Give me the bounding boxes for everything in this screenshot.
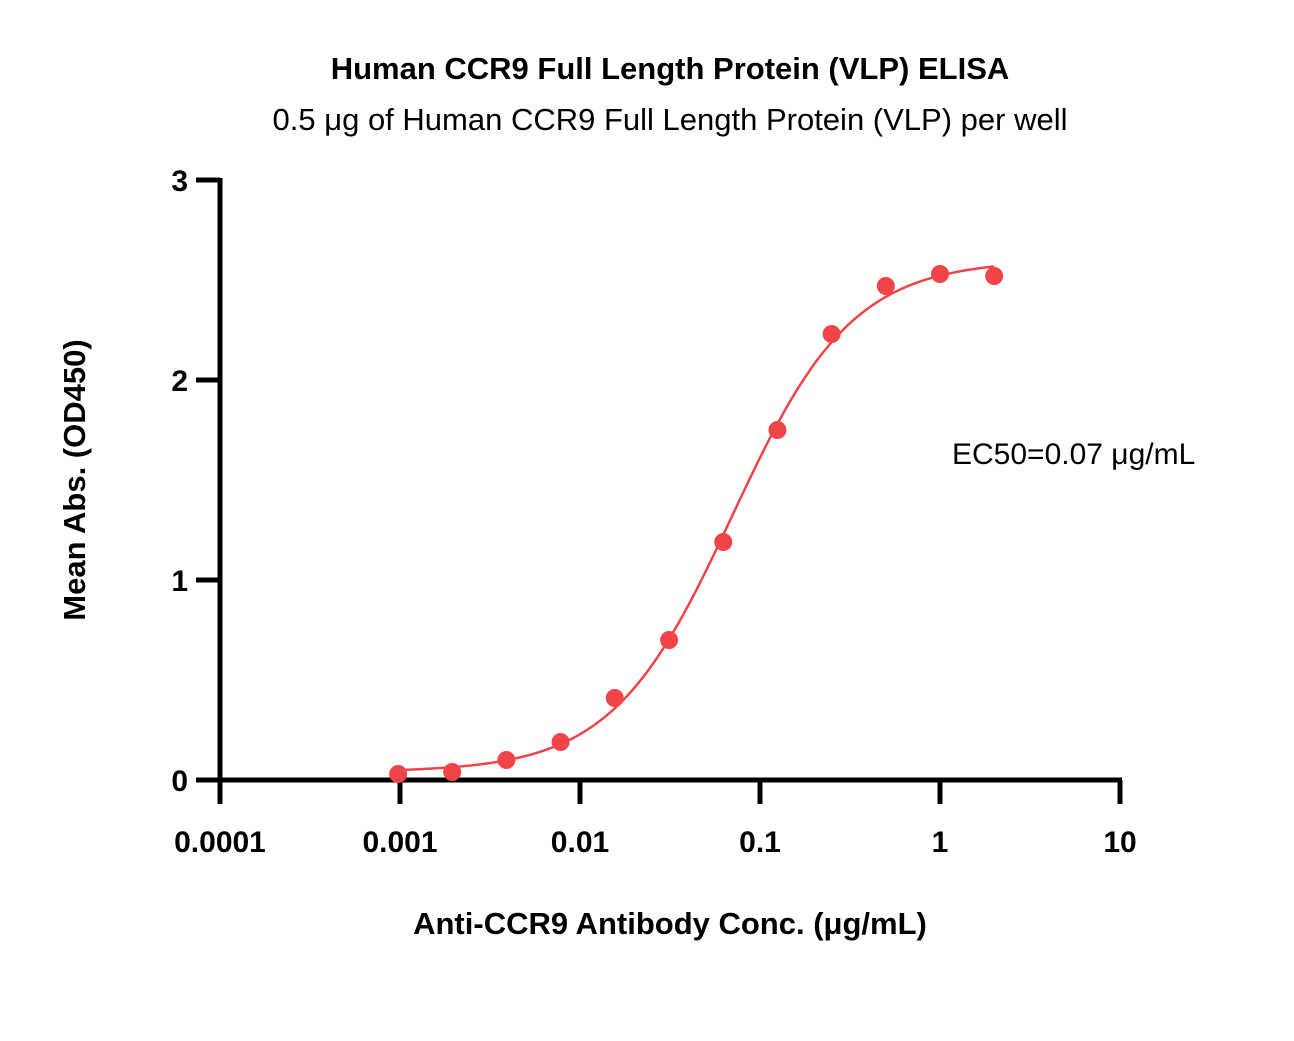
data-point bbox=[389, 765, 408, 783]
y-axis-title: Mean Abs. (OD450) bbox=[57, 339, 92, 620]
data-point bbox=[768, 421, 787, 439]
fit-curve-layer bbox=[398, 265, 995, 772]
ec50-annotation: EC50=0.07 μg/mL bbox=[952, 438, 1195, 471]
fit-curve bbox=[398, 265, 995, 772]
y-tick-label: 0 bbox=[171, 765, 188, 798]
chart-subtitle: 0.5 μg of Human CCR9 Full Length Protein… bbox=[273, 102, 1068, 137]
y-tick-label: 3 bbox=[171, 165, 188, 198]
data-point bbox=[551, 733, 570, 751]
data-point bbox=[497, 751, 516, 769]
axes bbox=[217, 178, 1122, 783]
data-point bbox=[876, 277, 895, 295]
data-point bbox=[443, 763, 462, 781]
data-point bbox=[714, 533, 733, 551]
chart-title: Human CCR9 Full Length Protein (VLP) ELI… bbox=[331, 51, 1010, 86]
x-tick-label: 1 bbox=[932, 826, 949, 859]
y-tick-label: 1 bbox=[171, 565, 188, 598]
x-axis-title: Anti-CCR9 Antibody Conc. (μg/mL) bbox=[413, 906, 927, 941]
data-point bbox=[822, 325, 841, 343]
data-points bbox=[389, 265, 1004, 783]
x-tick-label: 0.01 bbox=[551, 826, 609, 859]
x-tick-label: 10 bbox=[1103, 826, 1136, 859]
x-tick-label: 0.0001 bbox=[174, 826, 266, 859]
data-point bbox=[931, 265, 949, 283]
tick-labels: 0.0001 0.001 0.01 0.1 1 10 0 1 2 3 bbox=[171, 165, 1136, 859]
tick-marks bbox=[196, 177, 1123, 804]
x-tick-label: 0.001 bbox=[362, 826, 437, 859]
data-point bbox=[985, 267, 1004, 285]
data-point bbox=[605, 689, 624, 707]
y-tick-label: 2 bbox=[171, 365, 188, 398]
data-point bbox=[660, 631, 679, 649]
x-tick-label: 0.1 bbox=[739, 826, 781, 859]
